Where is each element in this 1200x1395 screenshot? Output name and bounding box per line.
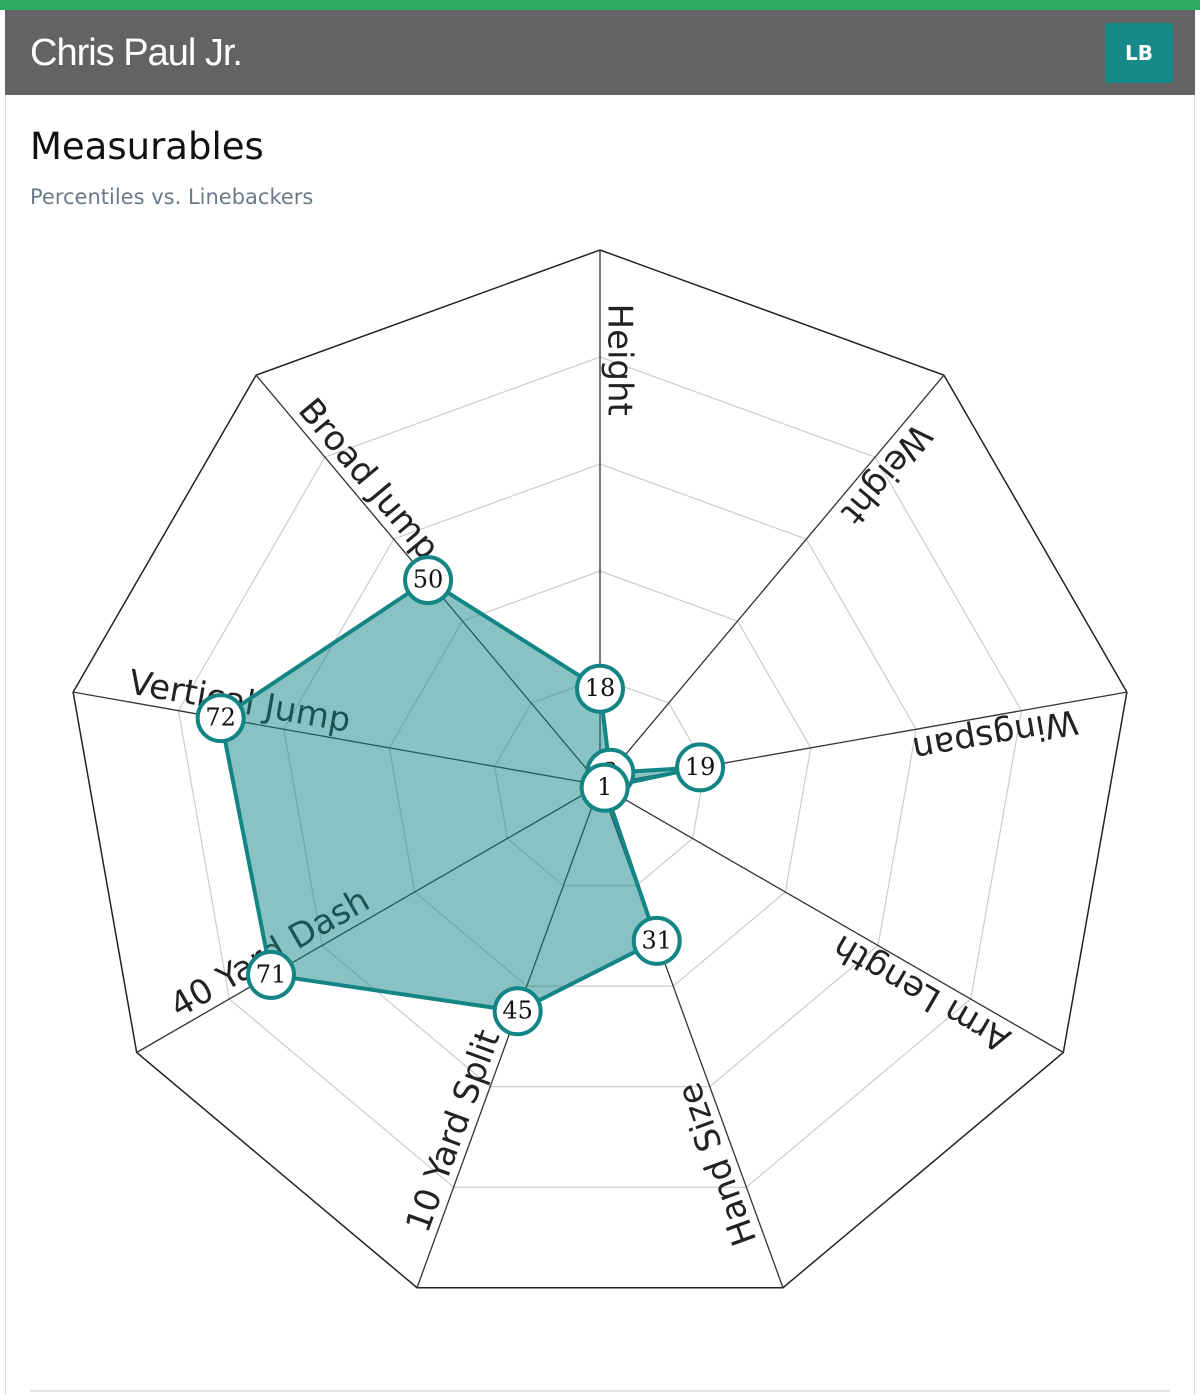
card: Measurables Percentiles vs. Linebackers [5, 95, 1195, 1395]
axis-label: Hand Size [669, 1077, 765, 1251]
data-point [575, 663, 625, 714]
divider [30, 1390, 1170, 1392]
value-label: 72 [205, 704, 236, 732]
chart-subtitle: Percentiles vs. Linebackers [30, 185, 314, 209]
player-name: Chris Paul Jr. [30, 32, 243, 74]
data-point [246, 949, 297, 1000]
data-point [403, 555, 454, 606]
axis-label: 10 Yard Split [398, 1025, 508, 1238]
grid-ring [283, 463, 917, 1088]
data-point [195, 693, 246, 744]
top-bar [0, 0, 1200, 10]
value-label: 1 [597, 773, 612, 801]
header: Chris Paul Jr. LB [5, 10, 1195, 95]
value-label: 31 [641, 926, 672, 954]
data-point [675, 742, 726, 793]
outer-ring [72, 249, 1128, 1289]
value-label: 45 [502, 997, 533, 1025]
axis-label: Weight [833, 416, 940, 532]
position-badge[interactable]: LB [1105, 23, 1173, 83]
axis-label: Height [600, 304, 640, 416]
data-point [631, 915, 682, 966]
value-label: 18 [585, 674, 616, 702]
data-point [579, 762, 630, 813]
value-label: 71 [256, 960, 287, 988]
axis-label: Broad Jump [290, 391, 447, 568]
grid-ring [177, 356, 1023, 1188]
value-label: 19 [685, 753, 716, 781]
value-label: 50 [413, 566, 444, 594]
axis-line [599, 784, 1064, 1054]
chart-title: Measurables [30, 125, 264, 168]
axis-label: Wingspan [909, 701, 1081, 769]
data-point [492, 986, 543, 1037]
axis-line [599, 374, 945, 786]
